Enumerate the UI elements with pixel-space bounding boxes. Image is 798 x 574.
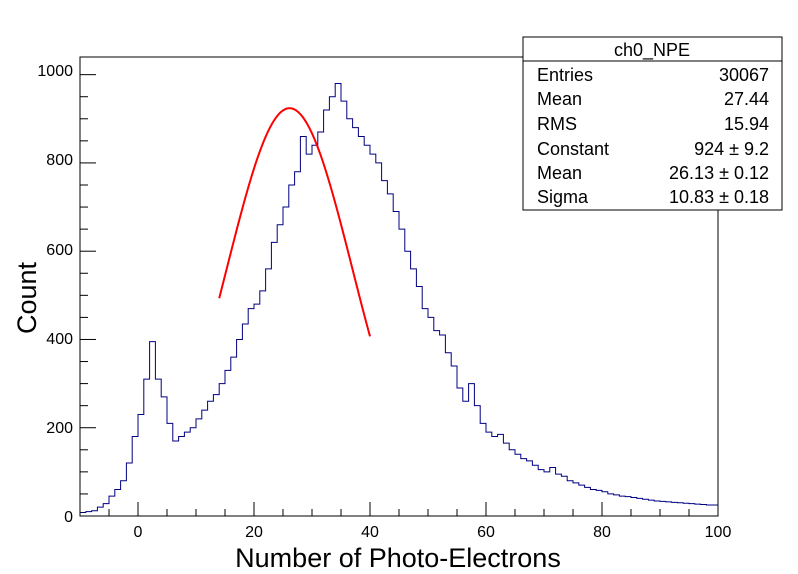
x-axis-title: Number of Photo-Electrons: [235, 543, 561, 573]
x-tick-label-20: 20: [245, 524, 263, 541]
stats-label-mean: Mean: [537, 89, 582, 109]
x-tick-label-0: 0: [134, 524, 143, 541]
x-tick-label-40: 40: [361, 524, 379, 541]
y-tick-label-1000: 1000: [37, 63, 73, 80]
y-tick-label-200: 200: [46, 420, 73, 437]
y-axis-ticks: [80, 74, 96, 517]
stats-label-constant: Constant: [537, 139, 609, 159]
stats-box-frame: [522, 36, 783, 211]
stats-value-fit-mean: 26.13 ± 0.12: [669, 163, 769, 183]
stats-value-sigma: 10.83 ± 0.18: [669, 187, 769, 207]
y-tick-label-600: 600: [46, 242, 73, 259]
stats-box-title: ch0_NPE: [614, 40, 690, 61]
y-tick-label-0: 0: [64, 509, 73, 526]
stats-label-sigma: Sigma: [537, 187, 589, 207]
stats-value-entries: 30067: [719, 65, 769, 85]
stats-value-rms: 15.94: [724, 114, 769, 134]
x-axis-ticks: [79, 502, 719, 516]
stats-value-mean: 27.44: [724, 89, 769, 109]
x-tick-label-60: 60: [477, 524, 495, 541]
stats-box: ch0_NPE Entries 30067 Mean 27.44 RMS 15.…: [522, 36, 783, 211]
y-axis-title: Count: [12, 261, 42, 334]
y-tick-label-800: 800: [46, 152, 73, 169]
stats-label-entries: Entries: [537, 65, 593, 85]
stats-label-fit-mean: Mean: [537, 163, 582, 183]
gaussian-fit-curve: [218, 107, 371, 337]
x-tick-label-80: 80: [593, 524, 611, 541]
histogram-series: [80, 82, 718, 513]
stats-value-constant: 924 ± 9.2: [694, 139, 769, 159]
stats-label-rms: RMS: [537, 114, 577, 134]
x-tick-label-100: 100: [705, 524, 732, 541]
y-tick-label-400: 400: [46, 331, 73, 348]
